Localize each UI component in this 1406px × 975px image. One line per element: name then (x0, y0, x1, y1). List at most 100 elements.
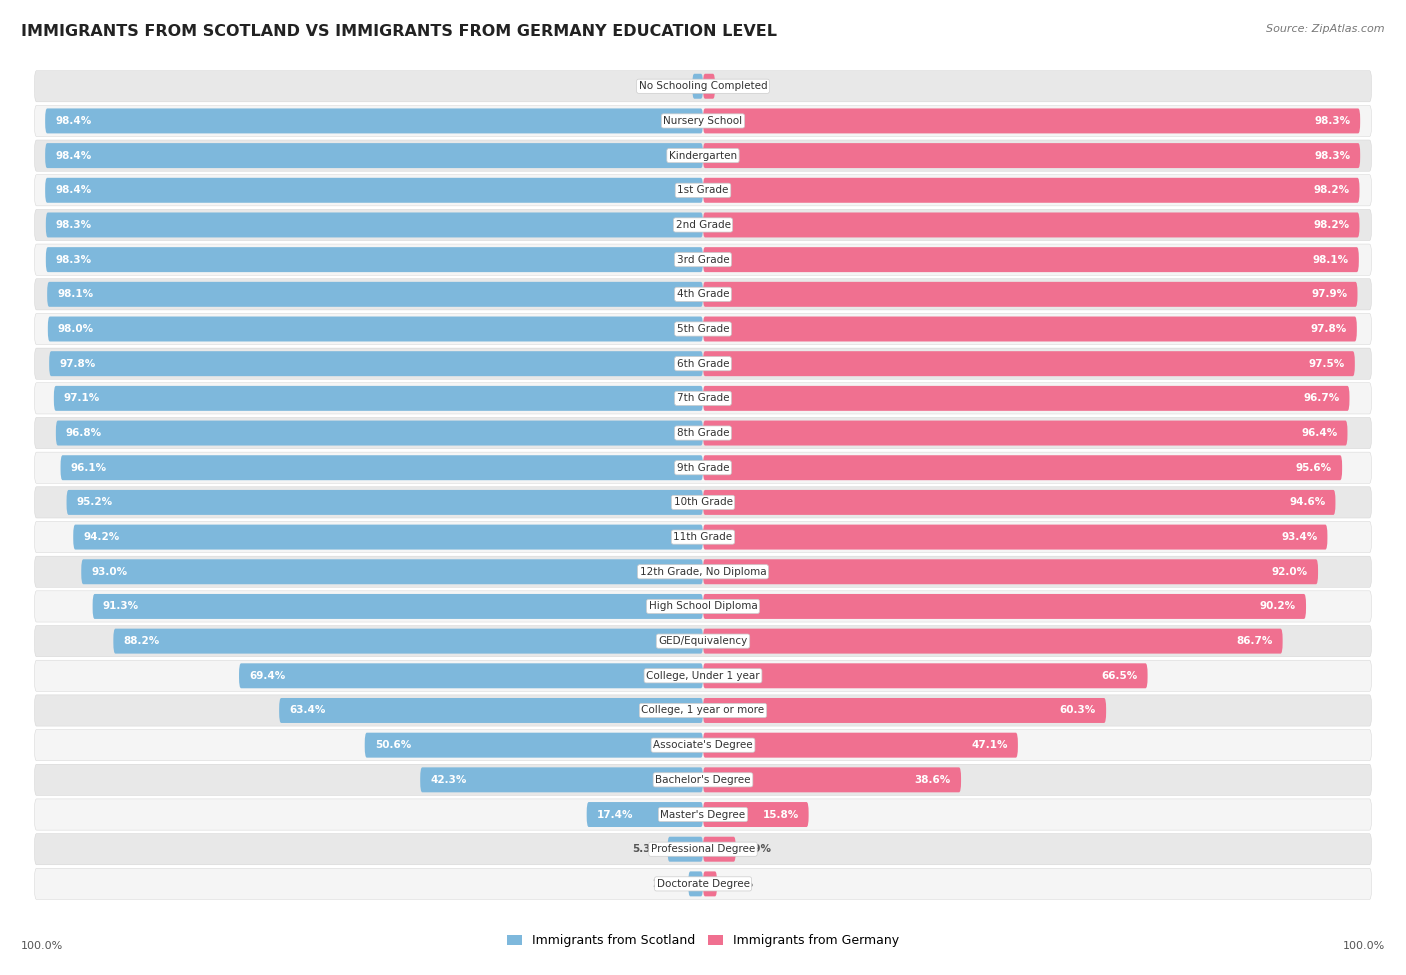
FancyBboxPatch shape (35, 140, 1371, 172)
Text: 2nd Grade: 2nd Grade (675, 220, 731, 230)
FancyBboxPatch shape (48, 317, 703, 341)
FancyBboxPatch shape (35, 522, 1371, 553)
FancyBboxPatch shape (35, 348, 1371, 379)
FancyBboxPatch shape (46, 247, 703, 272)
Text: 98.0%: 98.0% (58, 324, 94, 334)
FancyBboxPatch shape (35, 799, 1371, 830)
FancyBboxPatch shape (82, 560, 703, 584)
Text: 4th Grade: 4th Grade (676, 290, 730, 299)
Text: 98.4%: 98.4% (55, 185, 91, 195)
FancyBboxPatch shape (703, 386, 1350, 410)
FancyBboxPatch shape (53, 386, 703, 410)
Text: 90.2%: 90.2% (1260, 602, 1296, 611)
Text: 98.1%: 98.1% (1313, 254, 1348, 264)
FancyBboxPatch shape (668, 837, 703, 862)
FancyBboxPatch shape (48, 282, 703, 307)
Text: 66.5%: 66.5% (1101, 671, 1137, 681)
Text: 97.8%: 97.8% (1310, 324, 1347, 334)
Legend: Immigrants from Scotland, Immigrants from Germany: Immigrants from Scotland, Immigrants fro… (502, 929, 904, 953)
FancyBboxPatch shape (35, 70, 1371, 101)
FancyBboxPatch shape (703, 420, 1347, 446)
Text: 6th Grade: 6th Grade (676, 359, 730, 369)
Text: 4.9%: 4.9% (742, 844, 772, 854)
Text: 97.5%: 97.5% (1309, 359, 1344, 369)
FancyBboxPatch shape (35, 105, 1371, 136)
Text: 97.1%: 97.1% (63, 393, 100, 404)
FancyBboxPatch shape (703, 351, 1355, 376)
FancyBboxPatch shape (703, 872, 717, 896)
FancyBboxPatch shape (703, 560, 1317, 584)
FancyBboxPatch shape (703, 489, 1336, 515)
Text: High School Diploma: High School Diploma (648, 602, 758, 611)
Text: 98.2%: 98.2% (1313, 220, 1350, 230)
FancyBboxPatch shape (35, 626, 1371, 657)
FancyBboxPatch shape (73, 525, 703, 550)
FancyBboxPatch shape (45, 108, 703, 134)
FancyBboxPatch shape (49, 351, 703, 376)
FancyBboxPatch shape (703, 732, 1018, 758)
FancyBboxPatch shape (60, 455, 703, 481)
FancyBboxPatch shape (703, 177, 1360, 203)
Text: 97.9%: 97.9% (1312, 290, 1347, 299)
Text: GED/Equivalency: GED/Equivalency (658, 636, 748, 646)
FancyBboxPatch shape (56, 420, 703, 446)
Text: 94.2%: 94.2% (83, 532, 120, 542)
Text: 1st Grade: 1st Grade (678, 185, 728, 195)
FancyBboxPatch shape (35, 383, 1371, 414)
Text: Kindergarten: Kindergarten (669, 150, 737, 161)
Text: 91.3%: 91.3% (103, 602, 139, 611)
Text: Master's Degree: Master's Degree (661, 809, 745, 820)
Text: 88.2%: 88.2% (124, 636, 160, 646)
Text: 100.0%: 100.0% (21, 941, 63, 951)
Text: Associate's Degree: Associate's Degree (654, 740, 752, 750)
Text: 11th Grade: 11th Grade (673, 532, 733, 542)
FancyBboxPatch shape (35, 556, 1371, 587)
Text: Bachelor's Degree: Bachelor's Degree (655, 775, 751, 785)
Text: 3rd Grade: 3rd Grade (676, 254, 730, 264)
Text: 98.1%: 98.1% (58, 290, 93, 299)
FancyBboxPatch shape (692, 74, 703, 98)
FancyBboxPatch shape (586, 802, 703, 827)
Text: 96.1%: 96.1% (70, 463, 107, 473)
FancyBboxPatch shape (703, 594, 1306, 619)
FancyBboxPatch shape (35, 591, 1371, 622)
Text: 93.4%: 93.4% (1281, 532, 1317, 542)
Text: 1.8%: 1.8% (721, 81, 751, 92)
Text: IMMIGRANTS FROM SCOTLAND VS IMMIGRANTS FROM GERMANY EDUCATION LEVEL: IMMIGRANTS FROM SCOTLAND VS IMMIGRANTS F… (21, 24, 778, 39)
FancyBboxPatch shape (703, 74, 716, 98)
Text: College, Under 1 year: College, Under 1 year (647, 671, 759, 681)
Text: 2.2%: 2.2% (652, 878, 682, 889)
Text: 98.3%: 98.3% (1315, 116, 1350, 126)
FancyBboxPatch shape (114, 629, 703, 653)
FancyBboxPatch shape (35, 660, 1371, 691)
FancyBboxPatch shape (35, 175, 1371, 206)
FancyBboxPatch shape (35, 487, 1371, 518)
Text: College, 1 year or more: College, 1 year or more (641, 706, 765, 716)
FancyBboxPatch shape (689, 872, 703, 896)
Text: 94.6%: 94.6% (1289, 497, 1326, 507)
Text: 98.4%: 98.4% (55, 116, 91, 126)
FancyBboxPatch shape (364, 732, 703, 758)
FancyBboxPatch shape (66, 489, 703, 515)
Text: 96.8%: 96.8% (66, 428, 103, 438)
Text: 10th Grade: 10th Grade (673, 497, 733, 507)
FancyBboxPatch shape (703, 247, 1358, 272)
Text: Professional Degree: Professional Degree (651, 844, 755, 854)
FancyBboxPatch shape (703, 802, 808, 827)
Text: 96.4%: 96.4% (1301, 428, 1337, 438)
Text: 92.0%: 92.0% (1272, 566, 1308, 577)
Text: 5.3%: 5.3% (631, 844, 661, 854)
Text: Doctorate Degree: Doctorate Degree (657, 878, 749, 889)
FancyBboxPatch shape (35, 244, 1371, 275)
Text: No Schooling Completed: No Schooling Completed (638, 81, 768, 92)
Text: 95.6%: 95.6% (1296, 463, 1331, 473)
Text: 98.3%: 98.3% (56, 220, 91, 230)
FancyBboxPatch shape (703, 213, 1360, 238)
FancyBboxPatch shape (93, 594, 703, 619)
FancyBboxPatch shape (703, 282, 1358, 307)
FancyBboxPatch shape (420, 767, 703, 793)
Text: 5th Grade: 5th Grade (676, 324, 730, 334)
FancyBboxPatch shape (239, 663, 703, 688)
FancyBboxPatch shape (703, 317, 1357, 341)
FancyBboxPatch shape (703, 143, 1360, 168)
